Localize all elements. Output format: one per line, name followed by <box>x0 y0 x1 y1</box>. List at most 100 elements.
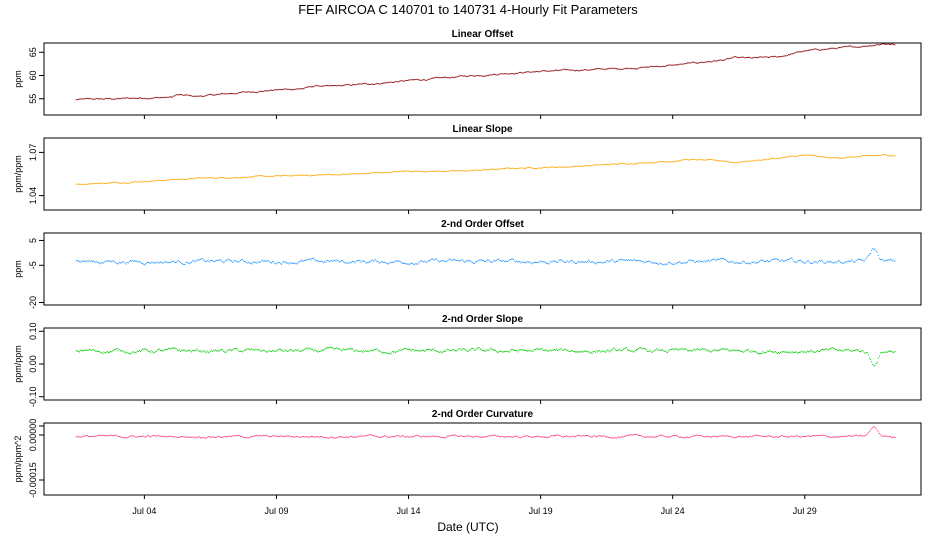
data-point <box>835 349 837 351</box>
data-point <box>681 347 683 349</box>
data-point <box>84 349 86 351</box>
data-point <box>877 44 879 46</box>
data-point <box>599 164 601 166</box>
y-tick-label-second-order-offset: 5 <box>28 238 38 243</box>
data-point <box>792 351 794 353</box>
data-point <box>114 181 116 183</box>
data-point <box>589 352 591 354</box>
data-point <box>847 156 849 158</box>
data-point <box>125 97 127 99</box>
data-point <box>411 349 413 351</box>
data-point <box>516 168 518 170</box>
data-point <box>641 435 643 437</box>
data-point <box>794 351 796 353</box>
data-point <box>297 88 299 90</box>
data-point <box>330 260 332 262</box>
data-point <box>471 436 473 438</box>
data-point <box>709 61 711 63</box>
data-point <box>487 259 489 261</box>
data-point <box>276 174 278 176</box>
data-point <box>893 351 895 353</box>
data-point <box>203 350 205 352</box>
data-point <box>472 262 474 264</box>
data-point <box>272 350 274 352</box>
data-point <box>84 98 86 100</box>
data-point <box>472 348 474 350</box>
data-point <box>460 349 462 351</box>
data-point <box>843 157 845 159</box>
data-point <box>246 177 248 179</box>
data-point <box>543 349 545 351</box>
data-point <box>401 262 403 264</box>
data-point <box>499 73 501 75</box>
data-point <box>239 350 241 352</box>
data-point <box>436 170 438 172</box>
data-point <box>620 436 622 438</box>
data-point <box>651 436 653 438</box>
data-point <box>416 263 418 265</box>
data-point <box>328 173 330 175</box>
data-point <box>489 435 491 437</box>
data-point <box>695 260 697 262</box>
data-point <box>455 76 457 78</box>
data-point <box>701 260 703 262</box>
data-point <box>627 348 629 350</box>
data-point <box>367 83 369 85</box>
data-point <box>715 436 717 438</box>
y-tick-label-linear-slope: 1.07 <box>28 144 38 162</box>
data-point <box>800 51 802 53</box>
data-point <box>850 349 852 351</box>
data-point <box>814 351 816 353</box>
data-point <box>135 181 137 183</box>
data-point <box>572 261 574 263</box>
data-point <box>502 351 504 353</box>
data-point <box>498 351 500 353</box>
data-point <box>612 260 614 262</box>
data-point <box>513 168 515 170</box>
data-point <box>454 170 456 172</box>
data-point <box>208 352 210 354</box>
y-tick-label-second-order-slope: 0.00 <box>28 355 38 373</box>
data-point <box>223 262 225 264</box>
data-point <box>469 75 471 77</box>
data-point <box>795 351 797 353</box>
data-point <box>284 436 286 438</box>
data-point <box>774 258 776 260</box>
data-point <box>153 262 155 264</box>
data-point <box>830 348 832 350</box>
data-point <box>184 94 186 96</box>
data-point <box>846 349 848 351</box>
data-point <box>469 169 471 171</box>
data-point <box>851 435 853 437</box>
data-point <box>160 261 162 263</box>
data-point <box>773 258 775 260</box>
data-point <box>635 349 637 351</box>
data-point <box>242 436 244 438</box>
data-point <box>739 262 741 264</box>
data-point <box>451 169 453 171</box>
data-point <box>721 59 723 61</box>
data-point <box>665 65 667 67</box>
data-point <box>874 365 876 367</box>
data-point <box>799 51 801 53</box>
data-point <box>593 262 595 264</box>
data-point <box>763 261 765 263</box>
data-point <box>799 436 801 438</box>
data-point <box>283 350 285 352</box>
data-point <box>766 56 768 58</box>
data-point <box>238 92 240 94</box>
data-point <box>470 348 472 350</box>
y-axis-label-linear-slope: ppm/ppm <box>13 155 23 193</box>
data-point <box>785 351 787 353</box>
data-point <box>622 436 624 438</box>
data-point <box>682 437 684 439</box>
data-point <box>328 437 330 439</box>
data-point <box>425 261 427 263</box>
data-point <box>498 168 500 170</box>
data-point <box>285 435 287 437</box>
data-point <box>608 436 610 438</box>
data-point <box>283 435 285 437</box>
data-point <box>378 262 380 264</box>
data-point <box>331 347 333 349</box>
